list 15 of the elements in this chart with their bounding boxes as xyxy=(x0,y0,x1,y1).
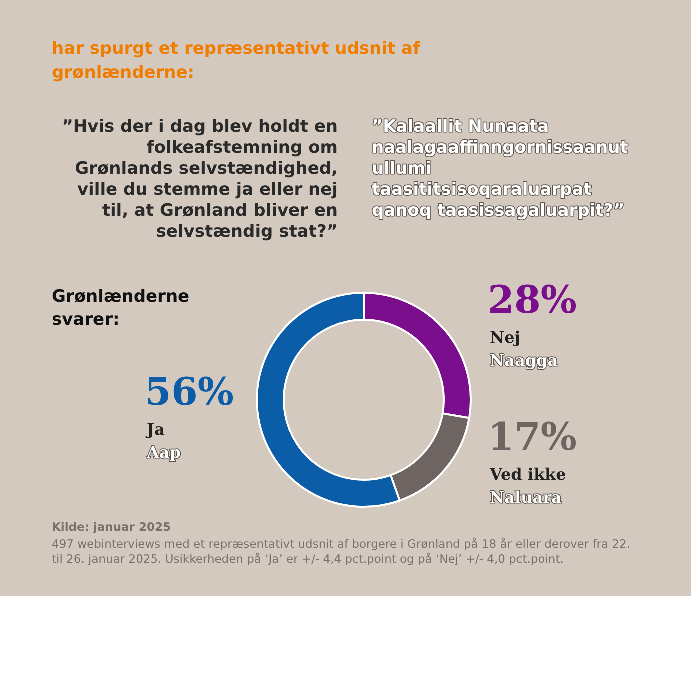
data-label: 28% xyxy=(488,277,577,322)
data-label: 56% xyxy=(145,369,234,414)
text: 497 webinterviews med et repræsentativt udsnit af borgere i Grønland på 18 år eller derover fra 22. til 26. januar 2025. Usikkerheden på ‘Ja’ er +/- 4,4 pct.point og på ‘Nej’ +/- 4,0 pct.point. xyxy=(52,537,631,566)
slice-label: Ja xyxy=(145,420,165,439)
text: Aap xyxy=(146,443,181,462)
slice-label: Nej xyxy=(490,328,521,347)
slice-label: Ved ikke xyxy=(489,465,566,484)
text: ”Kalaallit Nunaata naalagaaffinngornissaanut ullumi taasititsisoqaraluarpat qanoq taasissagaluarpit?” xyxy=(372,117,628,221)
text: Grønlænderne svarer: xyxy=(52,287,190,330)
chart-title: har spurgt et repræsentativt udsnit af grønlænderne: xyxy=(52,39,421,83)
chart-subtitle: ”Hvis der i dag blev holdt en folkeafstemning om Grønlands selvstændighed, ville du stemme ja eller nej til, at Grønland bliver en selvstændig stat?” xyxy=(62,117,338,242)
text: Kilde: januar 2025 xyxy=(52,520,171,534)
text: Naluara xyxy=(490,488,562,507)
data-label: 17% xyxy=(488,414,577,459)
text: Naagga xyxy=(490,351,558,370)
